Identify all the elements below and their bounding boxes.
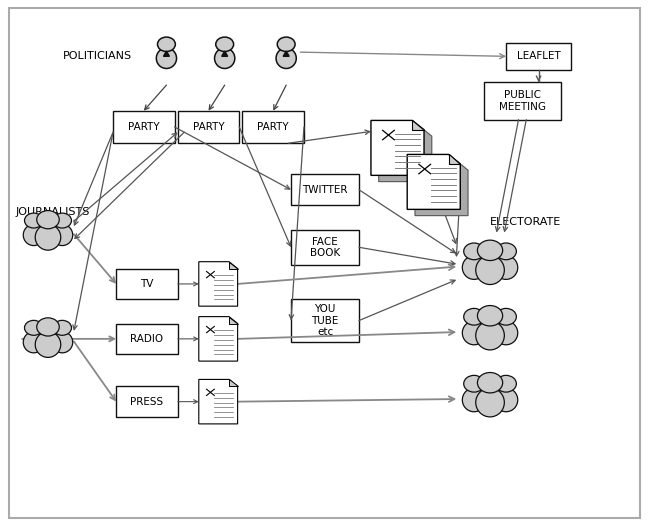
FancyBboxPatch shape	[113, 111, 174, 143]
Circle shape	[37, 318, 59, 336]
Ellipse shape	[462, 388, 486, 412]
Polygon shape	[229, 317, 238, 323]
Ellipse shape	[462, 256, 486, 279]
Ellipse shape	[462, 321, 486, 345]
Circle shape	[477, 240, 502, 260]
Circle shape	[278, 37, 295, 52]
Text: PRESS: PRESS	[131, 397, 164, 407]
Polygon shape	[412, 120, 424, 130]
Polygon shape	[199, 262, 238, 306]
Ellipse shape	[494, 388, 518, 412]
Ellipse shape	[23, 332, 44, 353]
Text: FACE
BOOK: FACE BOOK	[310, 237, 340, 258]
Text: RADIO: RADIO	[131, 334, 164, 344]
Circle shape	[53, 213, 72, 228]
Ellipse shape	[494, 321, 518, 345]
Text: LEAFLET: LEAFLET	[517, 52, 560, 62]
FancyBboxPatch shape	[242, 111, 304, 143]
FancyBboxPatch shape	[177, 111, 239, 143]
FancyBboxPatch shape	[291, 229, 359, 265]
Text: ELECTORATE: ELECTORATE	[490, 217, 562, 227]
FancyBboxPatch shape	[9, 8, 640, 518]
Ellipse shape	[35, 225, 60, 250]
Polygon shape	[229, 379, 238, 386]
Text: JOURNALISTS: JOURNALISTS	[16, 207, 90, 217]
Circle shape	[53, 320, 72, 335]
Polygon shape	[229, 262, 238, 269]
Ellipse shape	[23, 225, 44, 246]
Ellipse shape	[476, 321, 504, 350]
Polygon shape	[163, 51, 170, 56]
Ellipse shape	[476, 388, 504, 417]
Text: PARTY: PARTY	[257, 122, 289, 132]
Text: PARTY: PARTY	[192, 122, 224, 132]
Text: YOU
TUBE
etc: YOU TUBE etc	[311, 304, 339, 337]
Ellipse shape	[214, 48, 235, 68]
Polygon shape	[199, 317, 238, 361]
FancyBboxPatch shape	[116, 323, 177, 354]
Polygon shape	[448, 155, 460, 164]
Circle shape	[463, 243, 484, 260]
Circle shape	[496, 308, 516, 325]
Ellipse shape	[494, 256, 518, 279]
Circle shape	[216, 37, 233, 52]
FancyBboxPatch shape	[484, 82, 561, 119]
Polygon shape	[407, 155, 460, 209]
Polygon shape	[199, 379, 238, 424]
Polygon shape	[222, 51, 227, 56]
Circle shape	[477, 372, 502, 393]
Polygon shape	[415, 161, 468, 216]
Ellipse shape	[52, 225, 73, 246]
Polygon shape	[371, 120, 424, 175]
FancyBboxPatch shape	[116, 269, 177, 299]
Circle shape	[37, 210, 59, 229]
Circle shape	[496, 376, 516, 392]
Polygon shape	[283, 51, 289, 56]
Ellipse shape	[476, 256, 504, 285]
Text: POLITICIANS: POLITICIANS	[63, 52, 132, 62]
Circle shape	[463, 376, 484, 392]
FancyBboxPatch shape	[506, 43, 571, 70]
Text: TWITTER: TWITTER	[302, 185, 348, 195]
Circle shape	[157, 37, 176, 52]
FancyBboxPatch shape	[116, 387, 177, 417]
FancyBboxPatch shape	[291, 174, 359, 206]
FancyBboxPatch shape	[291, 299, 359, 342]
Ellipse shape	[156, 48, 177, 68]
Polygon shape	[379, 127, 432, 181]
Circle shape	[477, 306, 502, 326]
Text: TV: TV	[140, 279, 153, 289]
Text: PUBLIC
MEETING: PUBLIC MEETING	[499, 90, 546, 112]
Ellipse shape	[35, 331, 60, 357]
Ellipse shape	[52, 332, 73, 353]
Ellipse shape	[276, 48, 296, 68]
Circle shape	[463, 308, 484, 325]
Circle shape	[496, 243, 516, 260]
Circle shape	[25, 320, 43, 335]
Circle shape	[25, 213, 43, 228]
Text: PARTY: PARTY	[128, 122, 160, 132]
